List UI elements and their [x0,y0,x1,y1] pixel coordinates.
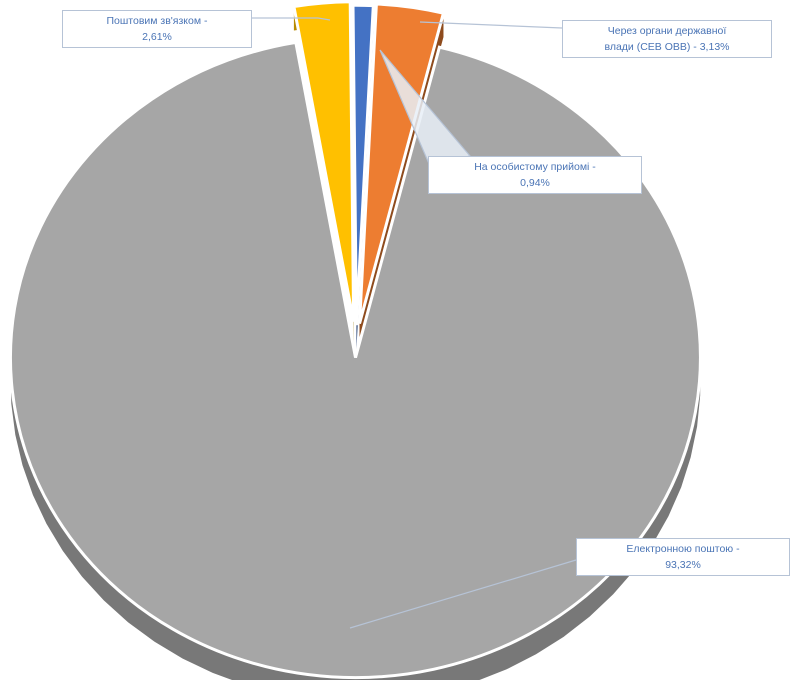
data-label-personal: На особистому прийомі - 0,94% [428,156,642,194]
data-label-email: Електронною поштою - 93,32% [576,538,790,576]
slice-gov [358,2,446,325]
slice-personal [351,3,375,326]
data-label-gov: Через органи державної влади (СЕВ ОВВ) -… [562,20,772,58]
leader-gov [419,21,563,29]
leader-email [349,559,577,629]
slice-email [8,40,702,680]
leader-post [252,17,331,21]
slice-post [292,0,356,322]
data-label-post: Поштовим зв'язком - 2,61% [62,10,252,48]
